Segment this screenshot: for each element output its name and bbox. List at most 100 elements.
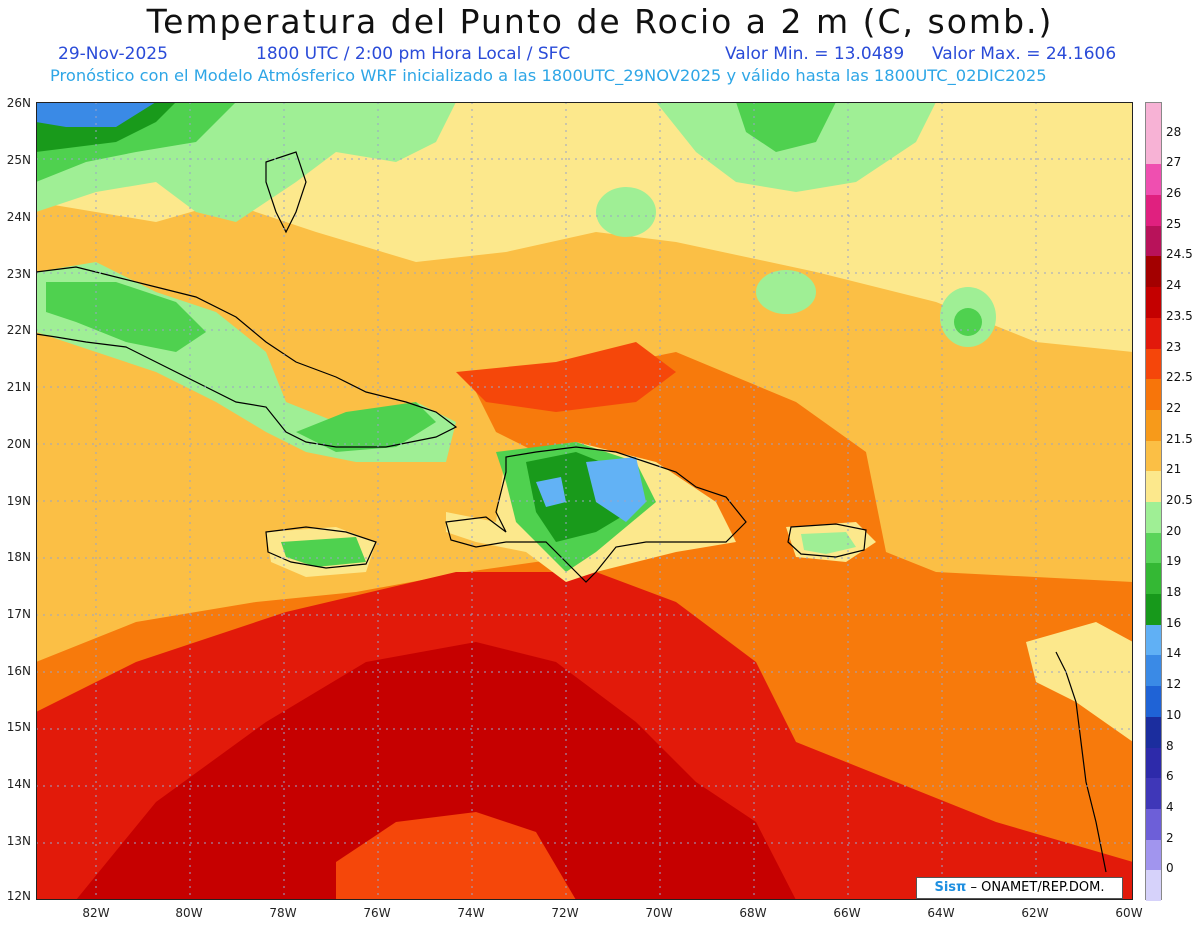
green-patch-ne-dark bbox=[736, 102, 836, 152]
lon-label: 82W bbox=[82, 906, 110, 920]
colorbar-label: 8 bbox=[1166, 738, 1174, 753]
lat-label: 12N bbox=[6, 889, 31, 903]
lat-label: 21N bbox=[6, 380, 31, 394]
credit-text: – ONAMET/REP.DOM. bbox=[970, 880, 1105, 895]
colorbar-label: 4 bbox=[1166, 799, 1174, 814]
colorbar-label: 14 bbox=[1166, 646, 1182, 661]
max-value-label: Valor Max. = 24.1606 bbox=[932, 44, 1117, 64]
colorbar-label: 6 bbox=[1166, 769, 1174, 784]
lat-label: 22N bbox=[6, 323, 31, 337]
colorbar-swatch bbox=[1146, 195, 1161, 226]
lon-label: 76W bbox=[363, 906, 391, 920]
colorbar-swatch bbox=[1146, 655, 1161, 687]
colorbar-label: 22.5 bbox=[1166, 370, 1193, 385]
colorbar-swatch bbox=[1146, 287, 1161, 318]
lat-label: 20N bbox=[6, 437, 31, 451]
colorbar-swatch bbox=[1146, 317, 1161, 349]
lon-label: 60W bbox=[1115, 906, 1143, 920]
colorbar-label: 20.5 bbox=[1166, 493, 1193, 507]
lat-label: 14N bbox=[6, 777, 31, 791]
antilles-yellow bbox=[1026, 622, 1133, 742]
puerto-rico-green bbox=[801, 532, 856, 554]
colorbar-swatch bbox=[1146, 747, 1161, 779]
colorbar-swatch bbox=[1146, 471, 1161, 502]
colorbar-label: 28 bbox=[1166, 124, 1182, 139]
blue-north bbox=[36, 102, 156, 127]
colorbar-label: 22 bbox=[1166, 400, 1182, 415]
colorbar-swatch bbox=[1146, 440, 1161, 472]
lat-label: 18N bbox=[6, 550, 31, 564]
colorbar-label: 23 bbox=[1166, 339, 1182, 354]
colorbar-label: 25 bbox=[1166, 216, 1182, 231]
green-patch-3 bbox=[596, 187, 656, 237]
hispaniola-coast bbox=[445, 446, 747, 583]
forecast-info: Pronóstico con el Modelo Atmósferico WRF… bbox=[50, 66, 1047, 85]
cuba-east-green bbox=[296, 402, 436, 452]
colorbar-swatch bbox=[1146, 808, 1161, 840]
colorbar-label: 24.5 bbox=[1166, 247, 1193, 262]
colorbar-label: 20 bbox=[1166, 523, 1182, 538]
lat-label: 13N bbox=[6, 834, 31, 848]
colorbar-swatch bbox=[1146, 624, 1161, 656]
colorbar-swatch bbox=[1146, 379, 1161, 410]
colorbar-label: 0 bbox=[1166, 861, 1174, 876]
colorbar-swatch bbox=[1146, 563, 1161, 595]
colorbar-label: 21.5 bbox=[1166, 431, 1193, 446]
lon-label: 74W bbox=[457, 906, 485, 920]
lon-label: 70W bbox=[645, 906, 673, 920]
min-value-label: Valor Min. = 13.0489 bbox=[725, 44, 905, 64]
brand-logo: Sisπ bbox=[934, 880, 967, 895]
lat-label: 16N bbox=[6, 664, 31, 678]
colorbar-label: 10 bbox=[1166, 707, 1182, 722]
colorbar-swatch bbox=[1146, 778, 1161, 809]
lon-label: 68W bbox=[739, 906, 767, 920]
colorbar-swatch bbox=[1146, 532, 1161, 564]
colorbar-swatch bbox=[1146, 409, 1161, 441]
colorbar-label: 23.5 bbox=[1166, 308, 1193, 323]
colorbar-swatch bbox=[1146, 594, 1161, 625]
cuba-green bbox=[46, 282, 206, 352]
colorbar-swatch bbox=[1146, 164, 1161, 196]
green-patch-2-dark bbox=[954, 308, 982, 336]
lon-label: 80W bbox=[175, 906, 203, 920]
colorbar-label: 12 bbox=[1166, 677, 1182, 692]
lon-label: 72W bbox=[551, 906, 579, 920]
colorbar-swatch bbox=[1146, 348, 1161, 380]
lon-label: 78W bbox=[269, 906, 297, 920]
colorbar-label: 27 bbox=[1166, 155, 1182, 170]
jamaica-coast bbox=[265, 526, 377, 569]
orange-red-south bbox=[336, 812, 576, 900]
hispaniola-blue-west bbox=[536, 477, 566, 507]
lat-label: 19N bbox=[6, 494, 31, 508]
coastlines bbox=[36, 151, 1107, 873]
colorbar-label: 21 bbox=[1166, 462, 1182, 477]
green-patch-1 bbox=[756, 270, 816, 314]
map-title: Temperatura del Punto de Rocio a 2 m (C,… bbox=[146, 2, 1054, 41]
colorbar-swatch bbox=[1146, 133, 1161, 165]
colorbar-swatch bbox=[1146, 256, 1161, 288]
colorbar-label: 26 bbox=[1166, 186, 1182, 201]
lat-label: 15N bbox=[6, 720, 31, 734]
grid bbox=[36, 102, 1133, 900]
colorbar-label: 24 bbox=[1166, 278, 1182, 293]
colorbar-swatch bbox=[1146, 870, 1161, 901]
lon-label: 66W bbox=[833, 906, 861, 920]
lat-label: 17N bbox=[6, 607, 31, 621]
colorbar bbox=[1145, 102, 1162, 901]
cuba-coast bbox=[36, 266, 458, 448]
jamaica-green bbox=[281, 537, 366, 567]
dark-red-south bbox=[76, 642, 796, 900]
dewpoint-field bbox=[36, 102, 1133, 900]
colorbar-swatch bbox=[1146, 502, 1161, 533]
lat-label: 24N bbox=[6, 210, 31, 224]
colorbar-swatch bbox=[1146, 225, 1161, 257]
colorbar-label: 19 bbox=[1166, 554, 1182, 569]
map-frame bbox=[36, 102, 1133, 900]
colorbar-label: 18 bbox=[1166, 585, 1182, 600]
colorbar-swatch bbox=[1146, 716, 1161, 748]
lon-label: 64W bbox=[927, 906, 955, 920]
puerto-rico-coast bbox=[787, 523, 867, 558]
lat-label: 25N bbox=[6, 153, 31, 167]
lon-label: 62W bbox=[1021, 906, 1049, 920]
lat-label: 23N bbox=[6, 267, 31, 281]
